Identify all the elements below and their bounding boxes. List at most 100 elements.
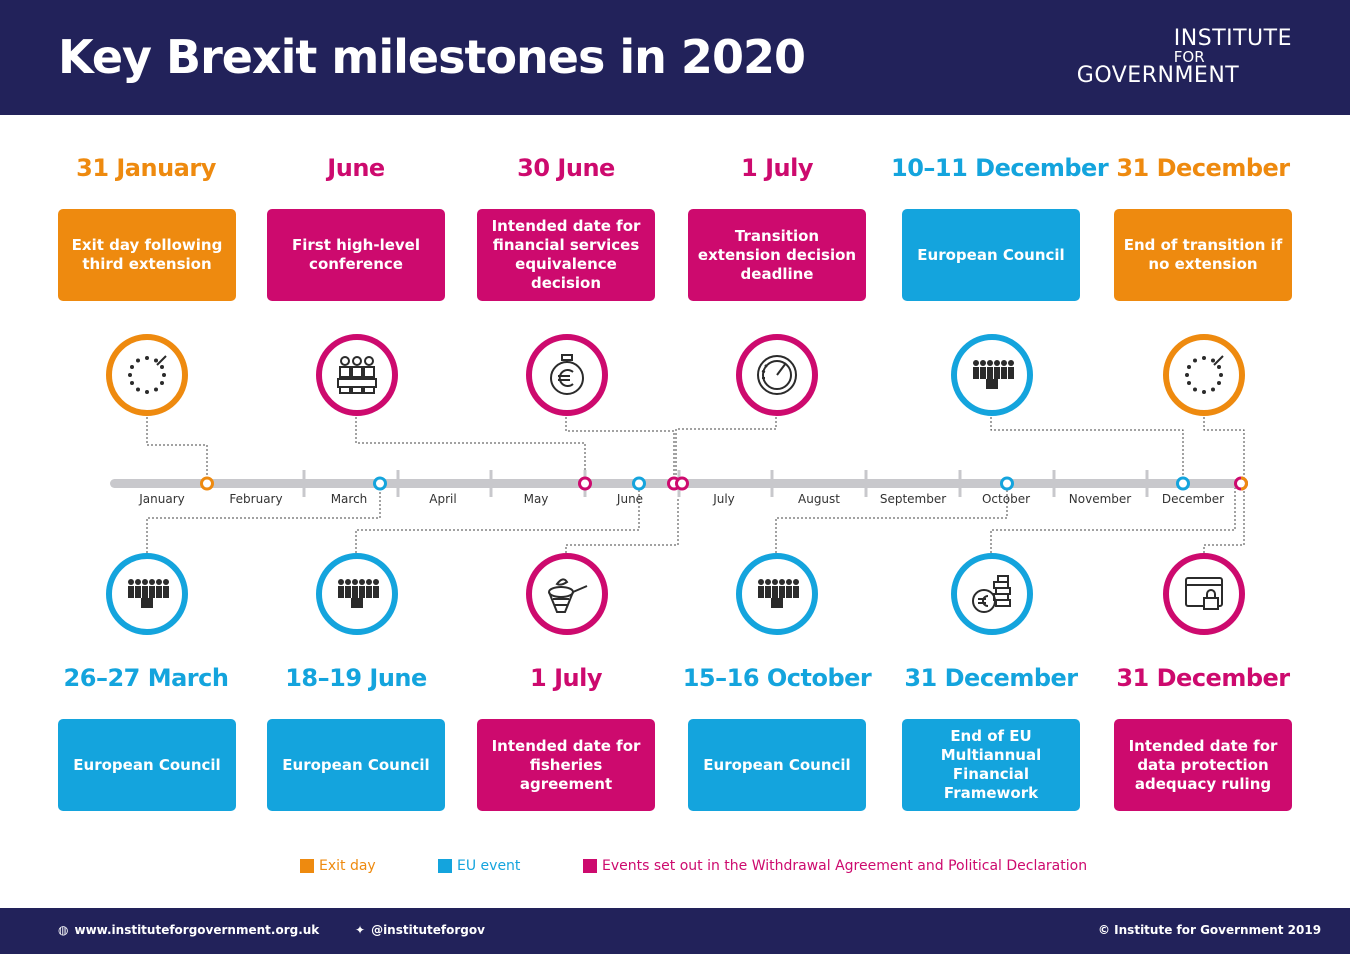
bottom-box-4: European Council bbox=[688, 719, 866, 811]
connector-line bbox=[565, 413, 675, 483]
month-label: June bbox=[616, 492, 644, 506]
bottom-date-4: 15–16 October bbox=[682, 664, 872, 692]
top-date-1: 31 January bbox=[76, 154, 216, 182]
bottom-date-5: 31 December bbox=[904, 664, 1078, 692]
council-crowd-icon bbox=[758, 579, 799, 608]
month-label: February bbox=[229, 492, 283, 506]
connector-line bbox=[565, 483, 679, 553]
top-date-3: 30 June bbox=[517, 154, 615, 182]
bottom-box-6: Intended date for data protection adequa… bbox=[1114, 719, 1292, 811]
top-box-2: First high-level conference bbox=[267, 209, 445, 301]
month-label: November bbox=[1068, 492, 1132, 506]
bottom-icon-circle-1 bbox=[106, 553, 188, 635]
connector-line bbox=[146, 413, 208, 483]
fishing-net-icon bbox=[548, 578, 588, 613]
bottom-box-3: Intended date for fisheries agreement bbox=[477, 719, 655, 811]
top-box-1: Exit day following third extension bbox=[58, 209, 236, 301]
event-marker bbox=[578, 476, 592, 491]
logo-line-3: GOVERNMENT bbox=[1076, 63, 1240, 88]
event-marker bbox=[1176, 476, 1190, 491]
eu-stars-icon bbox=[1185, 355, 1224, 394]
top-icon-circle-5 bbox=[951, 334, 1033, 416]
month-tick bbox=[770, 470, 774, 497]
globe-icon: ◍ bbox=[58, 923, 69, 937]
event-markers bbox=[200, 476, 1248, 491]
logo-line-2: FOR bbox=[1173, 48, 1205, 66]
bottom-box-5: End of EU Multiannual Financial Framewor… bbox=[902, 719, 1080, 811]
footer-bar: ◍ www.instituteforgovernment.org.uk ✦ @i… bbox=[0, 908, 1350, 954]
legend-label-eu: EU event bbox=[457, 858, 521, 874]
connector-line bbox=[775, 483, 1008, 553]
bottom-box-1: European Council bbox=[58, 719, 236, 811]
connector-line bbox=[146, 483, 381, 553]
event-marker bbox=[1000, 476, 1014, 491]
connector-line bbox=[355, 413, 586, 483]
top-icon-circle-3 bbox=[526, 334, 608, 416]
legend-exit: Exit day bbox=[300, 858, 376, 874]
legend-label-exit: Exit day bbox=[319, 858, 376, 874]
month-tick bbox=[302, 470, 306, 497]
event-marker bbox=[200, 476, 214, 491]
top-box-5: European Council bbox=[902, 209, 1080, 301]
month-tick bbox=[1145, 470, 1149, 497]
event-marker bbox=[675, 476, 689, 491]
page-title: Key Brexit milestones in 2020 bbox=[58, 30, 806, 84]
bottom-icon-circle-5 bbox=[951, 553, 1033, 635]
euro-coins-icon bbox=[972, 575, 1011, 613]
bottom-date-3: 1 July bbox=[530, 664, 602, 692]
ifg-logo: INSTITUTE FOR GOVERNMENT bbox=[1077, 28, 1292, 87]
footer-website-text: www.instituteforgovernment.org.uk bbox=[74, 923, 320, 937]
gauge-clock-icon bbox=[757, 355, 797, 395]
month-label: January bbox=[139, 492, 185, 506]
event-marker-dec31 bbox=[1234, 476, 1248, 491]
legend-label-wa: Events set out in the Withdrawal Agreeme… bbox=[602, 858, 1088, 874]
month-label: April bbox=[429, 492, 457, 506]
connector-lines bbox=[146, 413, 1245, 553]
top-icon-circle-4 bbox=[736, 334, 818, 416]
top-box-4: Transition extension decision deadline bbox=[688, 209, 866, 301]
month-label: September bbox=[879, 492, 947, 506]
bottom-icon-circle-2 bbox=[316, 553, 398, 635]
header-bar: Key Brexit milestones in 2020 INSTITUTE … bbox=[0, 0, 1350, 115]
legend-swatch-wa bbox=[583, 859, 597, 873]
council-crowd-icon bbox=[128, 579, 169, 608]
top-date-2: June bbox=[327, 154, 385, 182]
month-tick bbox=[396, 470, 400, 497]
bottom-icon-circle-4 bbox=[736, 553, 818, 635]
eu-stars-icon bbox=[128, 355, 167, 394]
data-lock-icon bbox=[1185, 577, 1223, 610]
top-date-6: 31 December bbox=[1116, 154, 1290, 182]
council-crowd-icon bbox=[338, 579, 379, 608]
bottom-icon-circle-3 bbox=[526, 553, 608, 635]
logo-line-1: INSTITUTE bbox=[1173, 26, 1292, 51]
top-icon-circle-2 bbox=[316, 334, 398, 416]
footer-website[interactable]: ◍ www.instituteforgovernment.org.uk bbox=[58, 923, 319, 937]
event-marker bbox=[373, 476, 387, 491]
month-label: August bbox=[798, 492, 840, 506]
connector-line bbox=[990, 413, 1184, 483]
month-tick bbox=[1052, 470, 1056, 497]
month-label: July bbox=[713, 492, 735, 506]
month-label: December bbox=[1161, 492, 1225, 506]
footer-twitter[interactable]: ✦ @instituteforgov bbox=[355, 923, 485, 937]
footer-copyright: © Institute for Government 2019 bbox=[1098, 923, 1321, 937]
legend-wa: Events set out in the Withdrawal Agreeme… bbox=[583, 858, 1087, 874]
month-tick bbox=[864, 470, 868, 497]
month-tick bbox=[489, 470, 493, 497]
month-label: May bbox=[523, 492, 549, 506]
footer-twitter-text: @instituteforgov bbox=[371, 923, 485, 937]
legend-eu: EU event bbox=[438, 858, 520, 874]
connector-line bbox=[675, 413, 777, 483]
bottom-date-1: 26–27 March bbox=[63, 664, 229, 692]
event-marker bbox=[632, 476, 646, 491]
bottom-icon-circle-6 bbox=[1163, 553, 1245, 635]
top-box-6: End of transition if no extension bbox=[1114, 209, 1292, 301]
legend-swatch-exit bbox=[300, 859, 314, 873]
bottom-date-2: 18–19 June bbox=[285, 664, 427, 692]
twitter-icon: ✦ bbox=[355, 923, 366, 937]
top-box-3: Intended date for financial services equ… bbox=[477, 209, 655, 301]
connector-line bbox=[355, 483, 640, 553]
connector-line bbox=[1203, 413, 1245, 483]
council-crowd-icon bbox=[973, 360, 1014, 389]
